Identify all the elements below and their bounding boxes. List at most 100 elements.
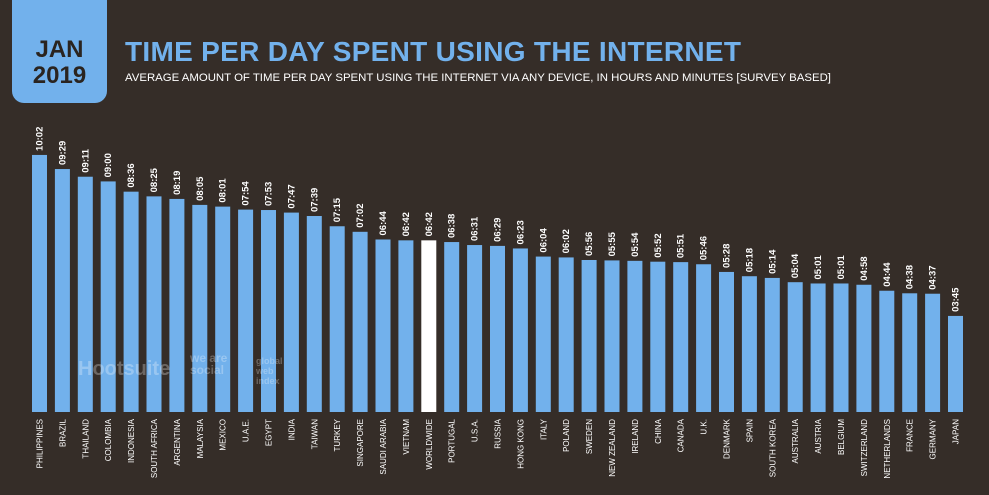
bar-singapore (352, 231, 368, 412)
bar-australia (787, 282, 803, 412)
bar-argentina (169, 198, 185, 412)
value-label: 05:51 (676, 233, 687, 258)
bar-mexico (215, 206, 231, 412)
category-label: INDONESIA (127, 418, 136, 463)
bar-austria (810, 283, 826, 412)
category-label: SINGAPORE (356, 419, 365, 467)
category-label: THAILAND (81, 419, 90, 459)
category-label: CHINA (654, 418, 663, 444)
value-label: 06:44 (378, 210, 389, 235)
bar-denmark (719, 271, 734, 412)
value-label: 07:54 (241, 181, 252, 206)
category-label: SOUTH AFRICA (150, 418, 159, 478)
bar-india (283, 212, 299, 412)
bar-portugal (444, 242, 460, 412)
value-label: 05:14 (767, 249, 778, 274)
category-label: SWITZERLAND (860, 419, 869, 477)
category-label: MEXICO (219, 419, 228, 451)
value-label: 07:53 (264, 182, 275, 206)
value-label: 04:58 (859, 256, 870, 280)
category-label: JAPAN (952, 419, 961, 444)
value-label: 06:31 (470, 216, 481, 241)
category-label: NEW ZEALAND (608, 419, 617, 477)
value-label: 05:01 (813, 254, 824, 279)
watermark-hootsuite: Hootsuite (78, 358, 171, 380)
value-label: 04:37 (928, 265, 939, 289)
value-label: 06:29 (493, 218, 504, 242)
value-label: 05:46 (699, 236, 710, 260)
value-label: 06:23 (515, 220, 526, 244)
bar-italy (535, 256, 551, 412)
bar-turkey (329, 226, 345, 412)
value-label: 09:11 (80, 148, 91, 172)
value-label: 08:05 (195, 176, 206, 201)
category-label: VIETNAM (402, 419, 411, 455)
category-label: SAUDI ARABIA (379, 418, 388, 474)
category-label: DENMARK (723, 418, 732, 459)
category-label: TURKEY (333, 418, 342, 451)
date-year: 2019 (32, 62, 87, 89)
value-label: 07:39 (309, 188, 320, 212)
category-label: SWEDEN (585, 419, 594, 454)
bar-ireland (627, 260, 643, 412)
bar-u-s-a- (467, 245, 483, 412)
category-label: AUSTRIA (814, 418, 823, 453)
value-label: 05:18 (744, 248, 755, 272)
value-label: 04:44 (882, 262, 893, 287)
bar-vietnam (398, 240, 414, 412)
category-label: BELGIUM (837, 419, 846, 455)
date-month: JAN (35, 36, 84, 63)
bar-indonesia (123, 191, 139, 412)
category-label: RUSSIA (494, 418, 503, 448)
value-label: 05:28 (722, 244, 733, 268)
value-label: 06:42 (401, 212, 412, 236)
category-label: HONG KONG (516, 419, 525, 469)
bar-hong-kong (512, 248, 528, 412)
bar-netherlands (879, 290, 895, 412)
bar-new-zealand (604, 260, 620, 412)
value-label: 06:38 (447, 214, 458, 238)
category-label: WORLDWIDE (425, 419, 434, 470)
date-badge: JAN 2019 (12, 0, 107, 103)
value-label: 05:01 (836, 254, 847, 279)
bar-saudi-arabia (375, 239, 391, 412)
bar-japan (948, 315, 963, 412)
bar-thailand (77, 176, 93, 412)
bar-south-korea (764, 277, 780, 412)
bar-canada (673, 262, 689, 412)
bar-belgium (833, 283, 849, 412)
category-label: TAIWAN (310, 419, 319, 449)
category-label: EGYPT (265, 419, 274, 446)
value-label: 05:52 (653, 233, 664, 257)
bar-malaysia (192, 204, 208, 412)
value-label: 06:04 (538, 228, 549, 253)
category-label: MALAYSIA (196, 418, 205, 458)
category-label: INDIA (287, 418, 296, 440)
value-label: 03:45 (951, 287, 962, 312)
bar-south-africa (146, 196, 162, 412)
value-label: 08:19 (172, 171, 183, 195)
bar-france (902, 293, 918, 412)
value-label: 06:02 (561, 229, 572, 253)
category-label: POLAND (562, 419, 571, 452)
value-label: 05:04 (790, 253, 801, 278)
value-label: 07:02 (355, 203, 366, 227)
bar-u-k- (696, 264, 712, 412)
value-label: 05:56 (584, 232, 595, 256)
category-label: IRELAND (631, 419, 640, 454)
value-label: 08:01 (218, 178, 229, 203)
value-label: 05:54 (630, 232, 641, 257)
bar-germany (925, 293, 941, 412)
bar-colombia (100, 181, 116, 412)
category-label: U.K. (700, 419, 709, 435)
watermark-wearesocial: we are social (190, 351, 228, 377)
category-label: NETHERLANDS (883, 419, 892, 479)
value-label: 10:02 (35, 127, 46, 151)
value-label: 07:15 (332, 197, 343, 222)
value-label: 09:00 (103, 153, 114, 177)
category-label: COLOMBIA (104, 418, 113, 461)
bar-brazil (54, 169, 70, 412)
chart-subtitle: AVERAGE AMOUNT OF TIME PER DAY SPENT USI… (125, 72, 831, 84)
category-label: FRANCE (906, 419, 915, 452)
bar-china (650, 261, 666, 412)
